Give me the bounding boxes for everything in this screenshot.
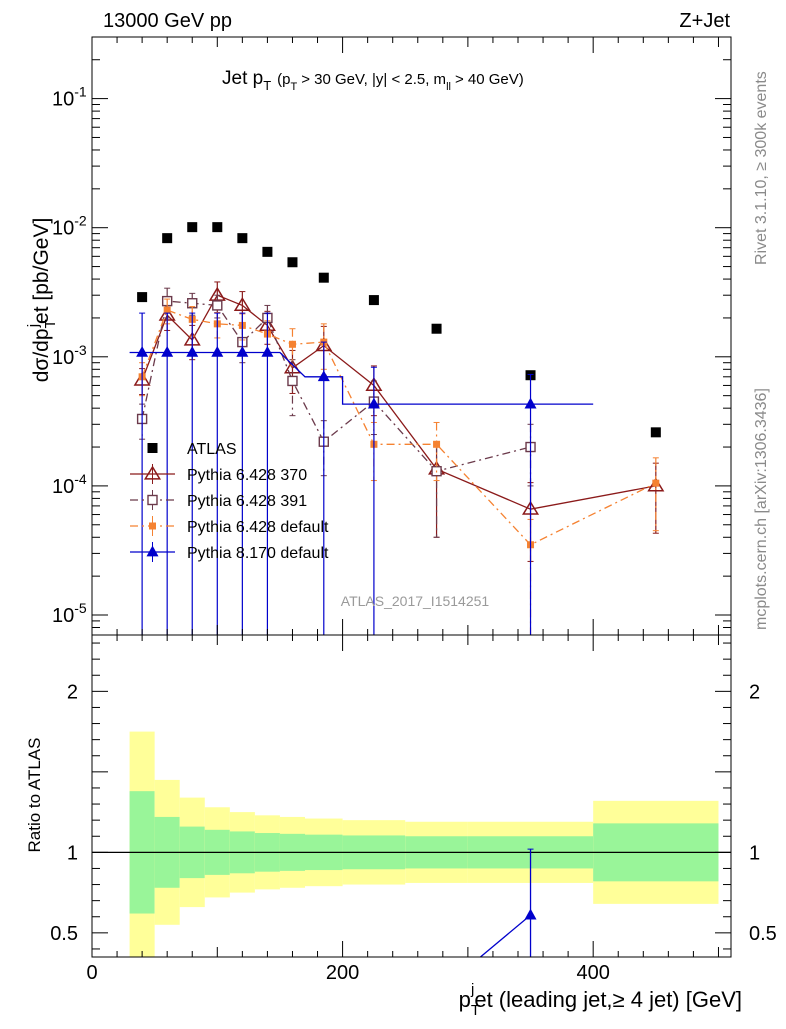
ratio-data-layer [479, 848, 537, 958]
data-point [261, 346, 274, 357]
data-point [368, 295, 379, 306]
series-line [141, 300, 531, 472]
data-point [652, 479, 660, 487]
data-point [524, 397, 537, 409]
data-point [318, 272, 329, 283]
legend-label: Pythia 6.428 391 [187, 493, 307, 510]
y-tick-label: 10-4 [52, 471, 87, 498]
data-point [186, 346, 199, 357]
data-point [137, 292, 148, 303]
x-tick-label: 200 [326, 962, 359, 984]
ratio-frame [91, 634, 732, 958]
ratio-y-tick-label: 0.5 [50, 923, 78, 945]
legend-label: Pythia 6.428 default [187, 519, 329, 536]
side-text-top: Rivet 3.1.10, ≥ 300k events [753, 71, 770, 265]
data-point [162, 233, 173, 244]
data-point [287, 257, 298, 268]
x-tick-label: 0 [86, 962, 97, 984]
data-point [431, 323, 442, 334]
y-tick-label: 10-3 [52, 342, 87, 369]
watermark: ATLAS_2017_I1514251 [341, 593, 490, 609]
data-point [161, 346, 174, 357]
data-point [136, 346, 149, 357]
legend-marker [147, 494, 158, 506]
data-point [237, 233, 248, 244]
legend-entry: Pythia 6.428 370 [130, 464, 307, 484]
ratio-y-tick-label: 2 [67, 681, 78, 703]
data-point [187, 222, 198, 233]
ratio-axes: 0 200 400 0.5 0.5 1 1 2 2 [50, 635, 777, 984]
data-point [647, 477, 665, 492]
legend-entry: Pythia 6.428 391 [130, 490, 307, 510]
main-data-layer [129, 222, 665, 635]
ratio-series [479, 848, 537, 958]
series-line [141, 309, 657, 546]
main-ylabel: dσ/dpTjet [pb/GeV] [25, 218, 59, 383]
data-point [233, 296, 251, 312]
y-tick-label: 10-2 [52, 213, 87, 240]
legend-entry: Pythia 8.170 default [130, 542, 329, 562]
legend-label: Pythia 6.428 370 [187, 467, 307, 484]
plot-title: Jet pT (pT > 30 GeV, |y| < 2.5, mll > 40 Ge… [222, 68, 524, 93]
series-atlas [137, 222, 661, 438]
ratio-y-tick-label-right: 1 [749, 842, 760, 864]
ratio-ylabel: Ratio to ATLAS [25, 738, 44, 853]
y-tick-label: 10-5 [52, 600, 87, 627]
xlabel: pTjet (leading jet,≥ 4 jet) [GeV] [459, 981, 742, 1019]
data-point [211, 346, 224, 357]
data-point [236, 346, 249, 357]
legend: ATLAS Pythia 6.428 370 Pythia 6.428 391 Pyt… [130, 441, 329, 562]
legend-entry: ATLAS [147, 441, 237, 458]
legend-marker [149, 522, 156, 530]
legend-label: ATLAS [187, 441, 237, 458]
x-tick-label: 400 [576, 962, 609, 984]
data-point [163, 306, 171, 314]
legend-entry: Pythia 6.428 default [130, 516, 329, 536]
header-left: 13000 GeV pp [103, 10, 232, 32]
side-text-bottom: mcplots.cern.ch [arXiv:1306.3436] [753, 388, 770, 630]
header-right: Z+Jet [679, 10, 730, 32]
series-line [129, 351, 594, 405]
series-line [141, 294, 656, 510]
data-point [433, 440, 441, 448]
main-axes: 10-5 10-4 10-3 10-2 10-1 [52, 37, 731, 636]
legend-label: Pythia 8.170 default [187, 545, 329, 562]
legend-marker [143, 465, 162, 480]
ratio-y-tick-label-right: 0.5 [749, 923, 777, 945]
data-point [212, 222, 223, 233]
data-point [367, 397, 380, 409]
data-point [262, 246, 273, 257]
ratio-y-tick-label-right: 2 [749, 681, 760, 703]
data-point [650, 427, 661, 438]
ratio-bands [92, 731, 731, 957]
legend-marker [146, 545, 159, 557]
ratio-point [524, 908, 537, 920]
legend-marker [147, 443, 158, 453]
data-point [287, 375, 298, 387]
ratio-line [479, 914, 531, 958]
y-tick-label: 10-1 [52, 84, 87, 111]
data-point [288, 340, 296, 348]
ratio-y-tick-label: 1 [67, 842, 78, 864]
data-point [317, 370, 330, 382]
data-point [212, 300, 223, 311]
